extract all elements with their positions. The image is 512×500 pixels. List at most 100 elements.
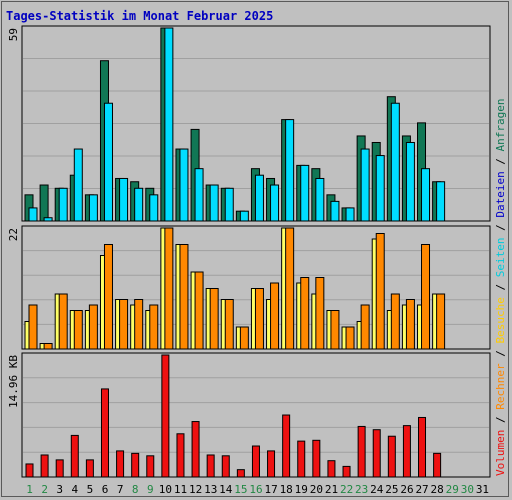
x-tick-label: 16: [249, 483, 262, 496]
legend-part: Dateien: [494, 171, 507, 217]
x-tick-label: 9: [147, 483, 154, 496]
bar-volumen-day-27: [418, 416, 427, 478]
bar-besuche-day-22: [345, 326, 355, 350]
x-tick-label: 3: [56, 483, 63, 496]
x-tick-label: 22: [340, 483, 353, 496]
x-tick-label: 2: [41, 483, 48, 496]
bar-dateien-day-20: [315, 177, 325, 222]
bar-besuche-day-24: [375, 233, 385, 350]
bar-volumen-day-23: [357, 425, 366, 478]
bar-volumen-day-5: [85, 459, 94, 478]
bar-volumen-day-16: [251, 445, 260, 478]
bar-besuche-day-10: [164, 227, 174, 350]
legend-part: Besuche: [494, 297, 507, 343]
series-legend-vertical: Volumen / Rechner / Besuche / Seiten / D…: [494, 98, 507, 476]
bar-dateien-day-14: [224, 187, 234, 222]
bar-volumen-day-1: [25, 463, 34, 478]
legend-part: Seiten: [494, 238, 507, 278]
bar-besuche-day-15: [239, 326, 249, 350]
panel-3: 14.96 KB: [7, 352, 491, 478]
chart-title: Tages-Statistik im Monat Februar 2025: [6, 9, 273, 23]
bar-dateien-day-25: [390, 102, 400, 222]
bar-dateien-day-22: [345, 207, 355, 222]
bar-volumen-day-13: [206, 454, 215, 478]
x-tick-label: 17: [264, 483, 277, 496]
x-tick-label: 13: [204, 483, 217, 496]
bar-dateien-day-9: [149, 194, 159, 222]
bar-besuche-day-14: [224, 299, 234, 350]
bar-volumen-day-20: [312, 439, 321, 478]
bar-besuche-day-6: [103, 244, 113, 350]
x-tick-label: 31: [476, 483, 489, 496]
bar-dateien-day-2: [43, 217, 53, 222]
bar-volumen-day-9: [146, 455, 155, 478]
bar-besuche-day-12: [194, 271, 204, 350]
bar-dateien-day-26: [405, 141, 415, 222]
bar-besuche-day-17: [270, 282, 280, 350]
x-tick-label: 11: [174, 483, 187, 496]
legend-part: /: [494, 218, 507, 238]
bar-dateien-day-12: [194, 168, 204, 222]
legend-part: /: [494, 410, 507, 430]
x-tick-label: 10: [159, 483, 172, 496]
x-tick-label: 4: [72, 483, 79, 496]
x-tick-label: 18: [280, 483, 293, 496]
x-tick-label: 19: [295, 483, 308, 496]
bar-dateien-day-18: [285, 119, 295, 222]
bar-volumen-day-18: [282, 414, 291, 478]
x-tick-label: 30: [461, 483, 474, 496]
bar-volumen-day-12: [191, 421, 200, 478]
x-tick-label: 25: [385, 483, 398, 496]
bar-besuche-day-18: [285, 227, 295, 350]
panel-2: 22: [7, 225, 491, 350]
bar-besuche-day-9: [149, 304, 159, 350]
bar-volumen-day-7: [116, 450, 125, 478]
bar-besuche-day-4: [73, 310, 83, 350]
bar-besuche-day-16: [254, 288, 264, 350]
bar-besuche-day-21: [330, 310, 340, 350]
bar-besuche-day-27: [421, 244, 431, 350]
bar-volumen-day-22: [342, 465, 351, 478]
x-tick-label: 12: [189, 483, 202, 496]
bar-volumen-day-17: [267, 450, 276, 478]
bar-dateien-day-13: [209, 184, 219, 222]
legend-part: Rechner: [494, 363, 507, 410]
bar-besuche-day-3: [58, 293, 68, 350]
bar-besuche-day-1: [28, 304, 38, 350]
bar-dateien-day-27: [421, 168, 431, 222]
x-axis-day-labels: 1 2 3 4 5 6 7 8 9 10 11 12 13 14 15 16 17 18 19 20 21 22 23 24 2…: [26, 483, 489, 496]
x-tick-label: 1: [26, 483, 33, 496]
bar-dateien-day-10: [164, 27, 174, 222]
bar-dateien-day-23: [360, 148, 370, 222]
bar-besuche-day-2: [43, 343, 53, 350]
bar-besuche-day-25: [390, 293, 400, 350]
bar-besuche-day-19: [300, 277, 310, 350]
x-tick-label: 27: [415, 483, 428, 496]
legend-part: Anfragen: [494, 98, 507, 151]
bar-volumen-day-19: [297, 440, 306, 478]
bar-besuche-day-8: [134, 299, 144, 350]
x-tick-label: 24: [370, 483, 384, 496]
bar-volumen-day-11: [176, 433, 185, 478]
bar-dateien-day-3: [58, 187, 68, 222]
bar-volumen-day-21: [327, 460, 336, 478]
bar-besuche-day-13: [209, 288, 219, 350]
legend-part: /: [494, 277, 507, 297]
legend-part: Volumen: [494, 430, 507, 476]
x-tick-label: 26: [400, 483, 413, 496]
bar-dateien-day-16: [254, 174, 264, 222]
bar-dateien-day-1: [28, 207, 38, 222]
chart-panels: 59 22 14.96 KB: [7, 25, 491, 478]
bar-dateien-day-24: [375, 155, 385, 222]
bar-dateien-day-28: [436, 181, 446, 222]
bar-volumen-day-24: [372, 429, 381, 478]
bar-besuche-day-23: [360, 304, 370, 350]
x-tick-label: 15: [234, 483, 247, 496]
bar-dateien-day-19: [300, 164, 310, 222]
bar-dateien-day-6: [103, 102, 113, 222]
x-tick-label: 23: [355, 483, 368, 496]
bar-dateien-day-21: [330, 200, 340, 222]
